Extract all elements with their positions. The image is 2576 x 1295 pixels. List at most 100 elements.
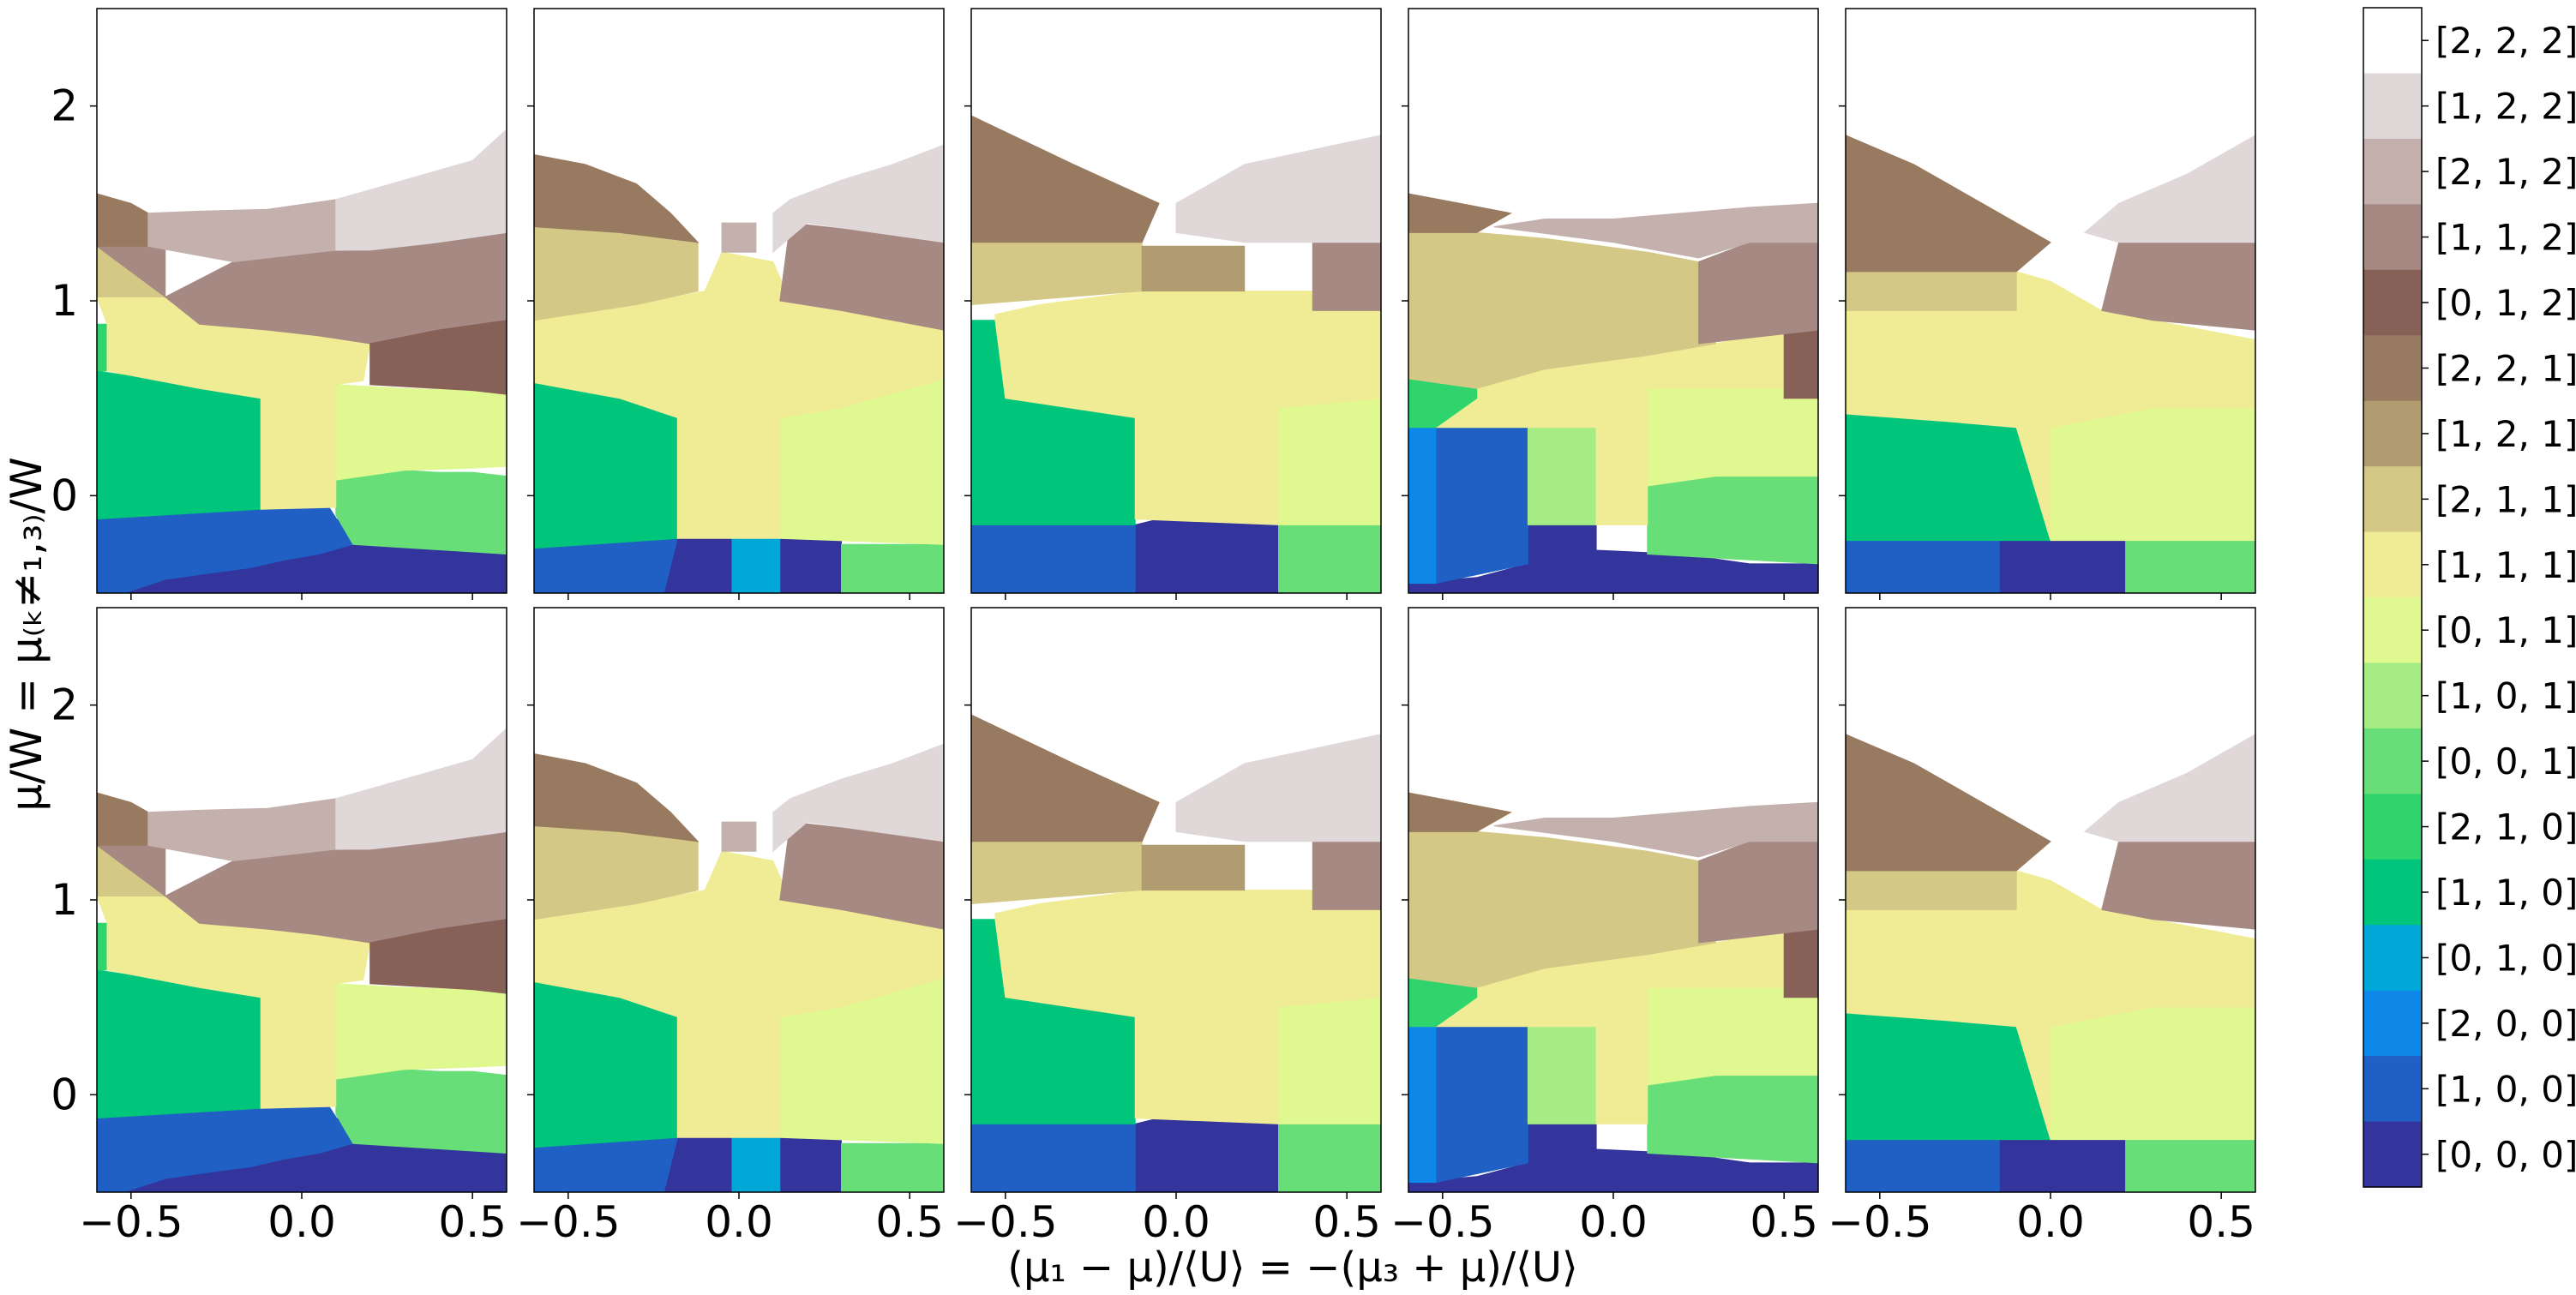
subplot-8: −0.5 0.0 0.5: [953, 607, 1382, 1247]
region-2-1-1: [1846, 271, 2017, 311]
x-tick-label: 0.0: [267, 1197, 336, 1247]
colorbar-label: [1, 0, 1]: [2435, 675, 2576, 717]
subplot-1: 0 1 2: [51, 8, 507, 600]
region-2-2-1: [97, 193, 149, 247]
region-1-1-1: [1846, 271, 2255, 541]
region-1-0-0: [971, 524, 1136, 593]
x-tick-label: 0.0: [1142, 1197, 1210, 1247]
subplot-5: [1839, 8, 2256, 600]
y-tick-label: 2: [51, 81, 78, 131]
colorbar-swatch: [2363, 662, 2422, 729]
colorbar-swatch: [2363, 990, 2422, 1057]
region-0-1-1: [2050, 1006, 2255, 1141]
region-2-0-0: [1408, 1026, 1437, 1184]
region-2-2-1: [1408, 193, 1512, 233]
region-1-1-1: [994, 890, 1381, 1124]
region-2-2-1: [534, 752, 700, 842]
region-2-2-1: [971, 115, 1160, 243]
region-2-1-0: [1408, 378, 1478, 429]
x-tick-label: −0.5: [79, 1197, 183, 1247]
region-1-0-0: [971, 1123, 1136, 1192]
x-axis-label: (μ₁ − μ)/⟨U⟩ = −(μ₃ + μ)/⟨U⟩: [1007, 1244, 1577, 1292]
region-1-2-2: [1175, 135, 1381, 243]
region-1-2-2: [2083, 734, 2255, 842]
x-tick-label: 0.0: [2016, 1197, 2085, 1247]
region-1-1-1: [1846, 870, 2255, 1140]
colorbar-label: [2, 1, 0]: [2435, 806, 2576, 848]
region-0-0-0: [1408, 524, 1818, 593]
region-1-0-1: [1527, 427, 1597, 525]
region-1-2-2: [2083, 135, 2255, 243]
region-2-2-1: [971, 714, 1160, 842]
colorbar-label: [1, 1, 1]: [2435, 544, 2576, 586]
region-0-1-1: [335, 384, 507, 481]
region-1-2-2: [335, 728, 507, 850]
region-1-1-2: [97, 231, 507, 345]
colorbar-swatch: [2363, 73, 2422, 140]
region-1-2-2: [772, 743, 944, 853]
colorbar-label: [0, 1, 2]: [2435, 282, 2576, 324]
region-0-1-2: [1783, 928, 1818, 998]
y-tick-label: 1: [51, 276, 78, 326]
region-1-0-0: [1435, 1016, 1528, 1184]
x-tick-label: 0.0: [705, 1197, 773, 1247]
subplot-9: −0.5 0.0 0.5: [1390, 607, 1819, 1247]
colorbar-label: [2, 1, 2]: [2435, 151, 2576, 193]
region-1-1-2: [1698, 242, 1818, 345]
colorbar-label: [0, 0, 1]: [2435, 740, 2576, 782]
region-2-1-2: [721, 821, 757, 852]
region-2-1-2: [1493, 202, 1818, 259]
region-1-0-0: [1435, 417, 1528, 585]
region-0-1-2: [369, 919, 507, 994]
y-tick-label: 2: [51, 680, 78, 730]
region-0-1-1: [1278, 997, 1381, 1124]
region-1-2-1: [1141, 245, 1246, 292]
region-2-1-2: [147, 798, 337, 862]
subplot-3: [964, 8, 1382, 600]
region-0-1-1: [335, 983, 507, 1080]
colorbar-swatch: [2363, 859, 2422, 926]
region-1-0-0: [1846, 1139, 2000, 1192]
colorbar-swatch: [2363, 794, 2422, 860]
colorbar-swatch: [2363, 466, 2422, 533]
region-1-2-2: [772, 144, 944, 254]
x-tick-label: 0.5: [1312, 1197, 1381, 1247]
colorbar-label: [1, 1, 0]: [2435, 872, 2576, 914]
colorbar-label: [2, 2, 1]: [2435, 347, 2576, 389]
region-2-1-2: [721, 222, 757, 253]
region-0-1-2: [1783, 329, 1818, 399]
region-1-2-2: [335, 129, 507, 251]
region-0-0-1: [1647, 1075, 1818, 1164]
colorbar-swatch: [2363, 204, 2422, 271]
colorbar-swatch: [2363, 8, 2422, 75]
colorbar-label: [0, 1, 0]: [2435, 937, 2576, 979]
region-0-0-1: [2125, 540, 2255, 593]
region-1-1-1: [994, 291, 1381, 525]
colorbar-swatch: [2363, 269, 2422, 336]
colorbar-label: [0, 0, 0]: [2435, 1134, 2576, 1176]
region-0-0-1: [841, 543, 944, 593]
region-0-0-1: [2125, 1139, 2255, 1192]
colorbar-frame: [2363, 7, 2423, 1188]
y-tick-label: 0: [51, 471, 78, 520]
x-tick-label: −0.5: [1390, 1197, 1494, 1247]
x-tick-label: 0.5: [2187, 1197, 2255, 1247]
region-0-1-1: [1278, 398, 1381, 525]
colorbar-swatch: [2363, 925, 2422, 992]
region-2-1-2: [147, 199, 337, 263]
region-0-1-1: [1647, 387, 1818, 487]
region-0-0-0: [1408, 1123, 1818, 1192]
region-0-0-1: [335, 470, 507, 555]
y-tick-label: 1: [51, 875, 78, 925]
region-2-0-0: [1408, 427, 1437, 585]
colorbar-label: [2, 2, 2]: [2435, 20, 2576, 62]
colorbar-swatch: [2363, 597, 2422, 664]
x-tick-label: −0.5: [516, 1197, 620, 1247]
colorbar-swatch: [2363, 531, 2422, 598]
axis-text: (μ₁ − μ)/⟨U⟩ = −(μ₃ + μ)/⟨U⟩ μ/W = μ₍ₖ≠₁…: [2, 457, 1578, 1292]
y-axis-label: μ/W = μ₍ₖ≠₁,₃₎/W: [2, 457, 51, 812]
region-1-1-2: [1312, 841, 1381, 910]
colorbar-label: [1, 2, 2]: [2435, 86, 2576, 128]
x-tick-label: 0.5: [438, 1197, 507, 1247]
